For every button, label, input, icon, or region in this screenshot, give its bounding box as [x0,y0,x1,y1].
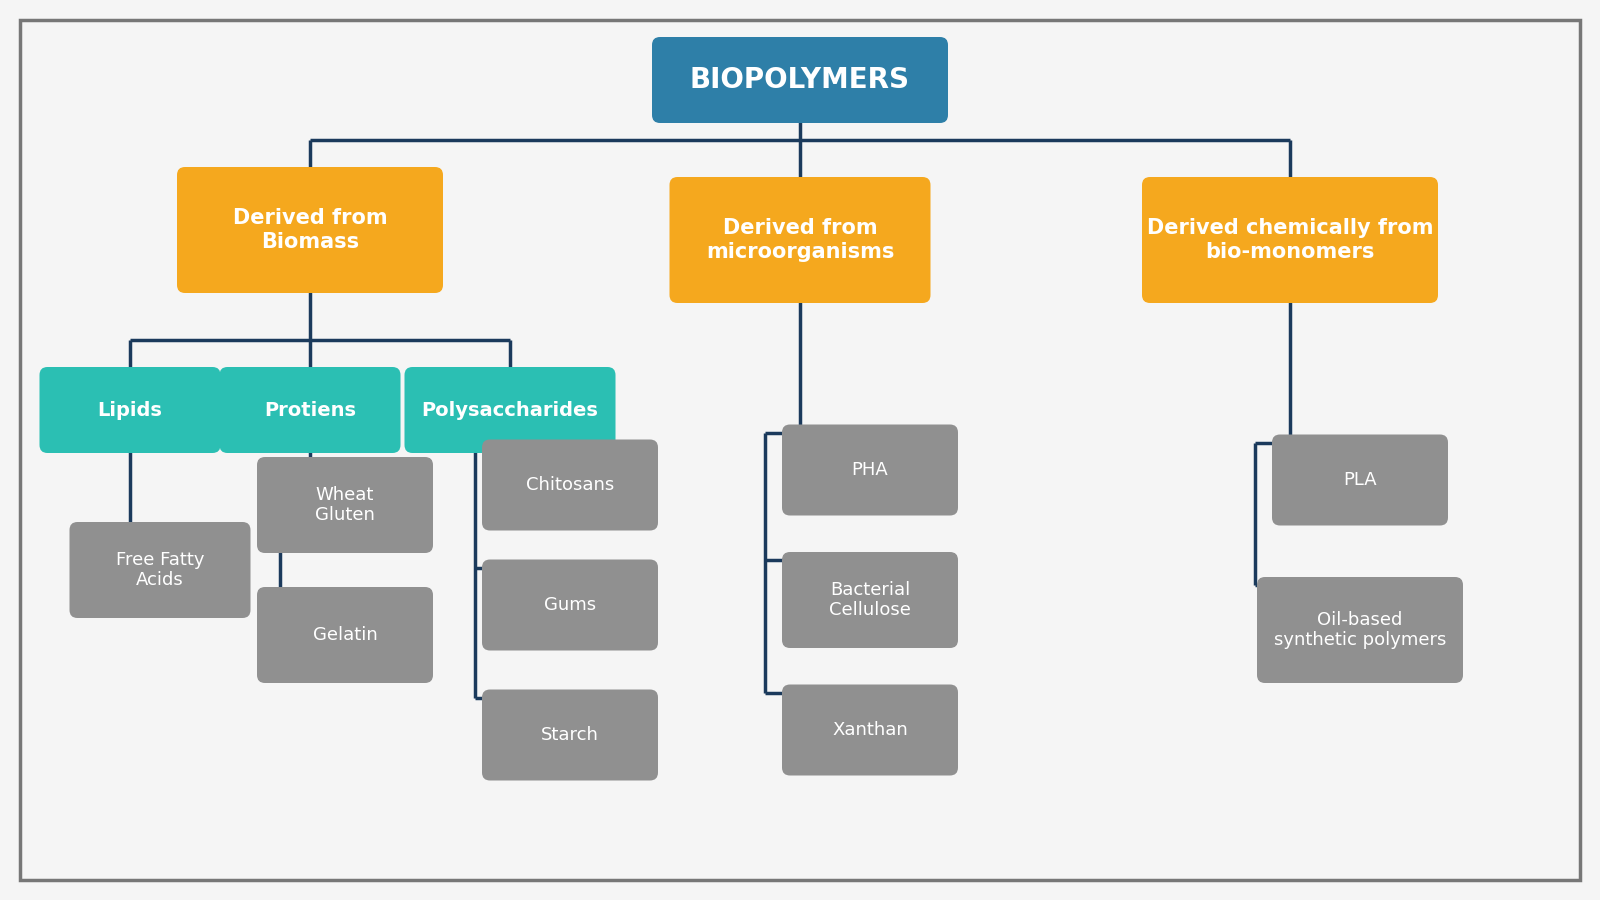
Text: Wheat
Gluten: Wheat Gluten [315,486,374,525]
FancyBboxPatch shape [219,367,400,453]
Text: Oil-based
synthetic polymers: Oil-based synthetic polymers [1274,610,1446,650]
FancyBboxPatch shape [482,560,658,651]
FancyBboxPatch shape [782,425,958,516]
FancyBboxPatch shape [653,37,947,123]
Text: Gelatin: Gelatin [312,626,378,644]
FancyBboxPatch shape [40,367,221,453]
FancyBboxPatch shape [1142,177,1438,303]
Text: Lipids: Lipids [98,400,163,419]
FancyBboxPatch shape [782,552,958,648]
Text: Starch: Starch [541,726,598,744]
Text: Free Fatty
Acids: Free Fatty Acids [115,551,205,590]
FancyBboxPatch shape [782,685,958,776]
FancyBboxPatch shape [1272,435,1448,526]
Text: Protiens: Protiens [264,400,355,419]
FancyBboxPatch shape [482,439,658,530]
Text: Derived from
Biomass: Derived from Biomass [232,209,387,252]
FancyBboxPatch shape [482,689,658,780]
Text: Bacterial
Cellulose: Bacterial Cellulose [829,580,910,619]
Text: BIOPOLYMERS: BIOPOLYMERS [690,66,910,94]
FancyBboxPatch shape [19,20,1581,880]
FancyBboxPatch shape [1258,577,1462,683]
Text: Xanthan: Xanthan [832,721,907,739]
FancyBboxPatch shape [669,177,931,303]
Text: Gums: Gums [544,596,597,614]
Text: Derived from
microorganisms: Derived from microorganisms [706,219,894,262]
FancyBboxPatch shape [405,367,616,453]
FancyBboxPatch shape [258,587,434,683]
Text: PLA: PLA [1342,471,1378,489]
FancyBboxPatch shape [178,167,443,293]
Text: Derived chemically from
bio-monomers: Derived chemically from bio-monomers [1147,219,1434,262]
FancyBboxPatch shape [69,522,251,618]
Text: Polysaccharides: Polysaccharides [421,400,598,419]
Text: Chitosans: Chitosans [526,476,614,494]
Text: PHA: PHA [851,461,888,479]
FancyBboxPatch shape [258,457,434,553]
